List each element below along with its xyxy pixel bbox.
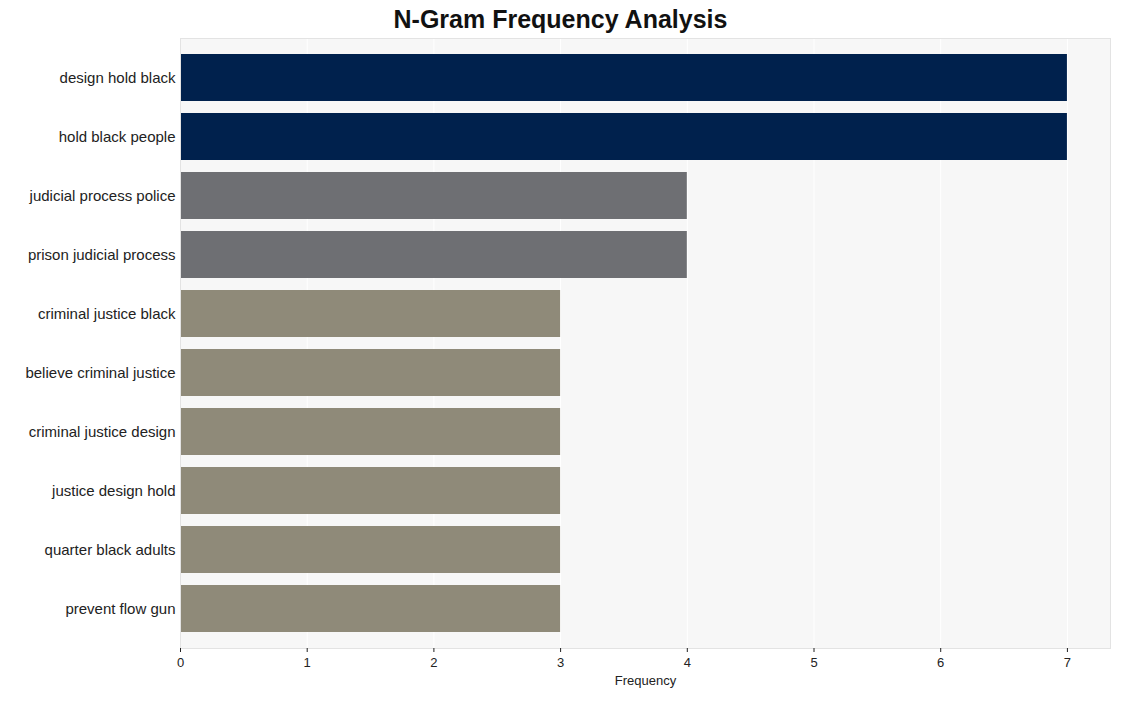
svg-text:hold black people: hold black people <box>59 128 176 145</box>
svg-text:believe criminal justice: believe criminal justice <box>25 364 175 381</box>
svg-text:4: 4 <box>684 655 691 670</box>
svg-text:prison judicial process: prison judicial process <box>28 246 176 263</box>
svg-text:judicial process police: judicial process police <box>29 187 176 204</box>
svg-text:0: 0 <box>177 655 184 670</box>
svg-text:design hold black: design hold black <box>60 69 176 86</box>
svg-text:3: 3 <box>557 655 564 670</box>
svg-text:Frequency: Frequency <box>615 673 677 688</box>
svg-text:2: 2 <box>430 655 437 670</box>
svg-text:5: 5 <box>810 655 817 670</box>
html-text:N-Gram Frequency Analysis: N-Gram Frequency Analysis <box>393 5 728 33</box>
svg-text:6: 6 <box>937 655 944 670</box>
svg-text:justice design hold: justice design hold <box>51 482 175 499</box>
svg-text:quarter black adults: quarter black adults <box>45 541 176 558</box>
svg-text:criminal justice black: criminal justice black <box>38 305 176 322</box>
svg-text:criminal justice design: criminal justice design <box>29 423 176 440</box>
svg-text:1: 1 <box>304 655 311 670</box>
svg-text:7: 7 <box>1064 655 1071 670</box>
svg-text:prevent flow gun: prevent flow gun <box>65 600 175 617</box>
